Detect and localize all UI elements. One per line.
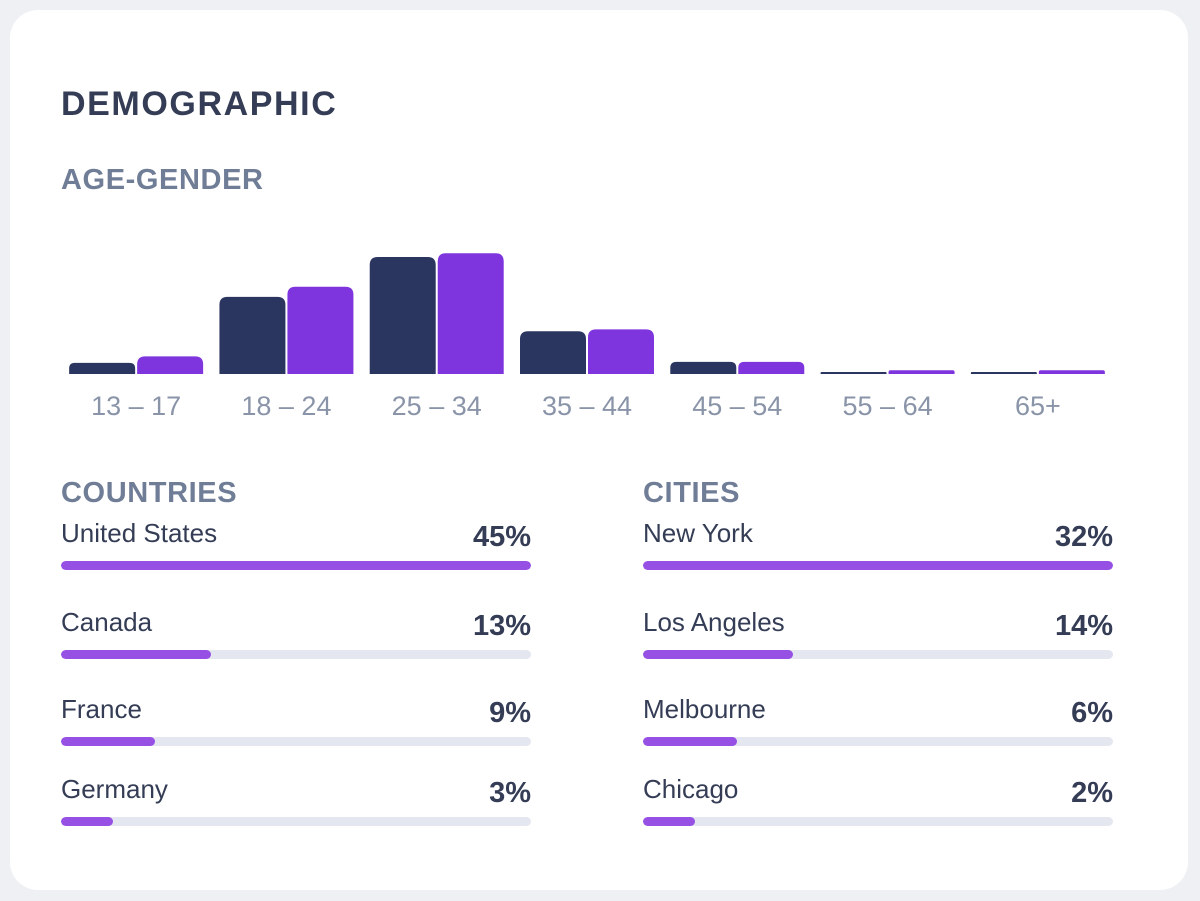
list-item: Canada 13% xyxy=(61,607,531,677)
item-label: Melbourne xyxy=(643,694,766,724)
age-bar-series-1 xyxy=(970,372,1037,374)
progress-track xyxy=(61,650,531,659)
age-bar-series-2 xyxy=(1038,370,1105,374)
item-percentage: 32% xyxy=(1054,521,1113,553)
age-bar-series-2 xyxy=(437,253,504,374)
progress-fill xyxy=(61,817,113,826)
item-label: Germany xyxy=(61,774,168,804)
progress-track xyxy=(61,817,531,826)
item-percentage: 14% xyxy=(1054,610,1113,642)
age-gender-title: AGE-GENDER xyxy=(61,164,264,196)
age-tick-label: 35 – 44 xyxy=(542,391,632,421)
progress-fill xyxy=(643,650,794,659)
item-label: Canada xyxy=(61,607,153,637)
age-tick-label: 55 – 64 xyxy=(843,391,933,421)
age-bar-series-1 xyxy=(670,361,737,374)
age-bar-series-1 xyxy=(820,372,887,374)
progress-track xyxy=(61,561,531,570)
progress-fill xyxy=(643,737,737,746)
progress-fill xyxy=(643,561,1113,570)
progress-fill xyxy=(61,737,155,746)
list-item: Germany 3% xyxy=(61,774,531,844)
item-label: New York xyxy=(643,518,753,548)
progress-track xyxy=(643,817,1113,826)
card-title: DEMOGRAPHIC xyxy=(61,85,338,123)
list-item: Los Angeles 14% xyxy=(643,607,1113,677)
item-label: United States xyxy=(61,518,218,548)
progress-track xyxy=(643,650,1113,659)
item-percentage: 45% xyxy=(472,521,531,553)
list-item: France 9% xyxy=(61,694,531,764)
item-percentage: 2% xyxy=(1071,777,1113,809)
age-bar-series-1 xyxy=(520,331,586,374)
age-tick-label: 18 – 24 xyxy=(241,391,331,421)
progress-track xyxy=(643,737,1113,746)
item-label: France xyxy=(61,694,142,724)
item-percentage: 3% xyxy=(489,777,531,809)
progress-track xyxy=(643,561,1113,570)
age-bar-series-2 xyxy=(888,370,955,374)
item-percentage: 13% xyxy=(472,610,531,642)
list-item: New York 32% xyxy=(643,518,1113,588)
age-bar-series-2 xyxy=(287,286,354,374)
age-tick-label: 45 – 54 xyxy=(692,391,782,421)
age-tick-label: 13 – 17 xyxy=(91,391,181,421)
progress-track xyxy=(61,737,531,746)
progress-fill xyxy=(61,650,212,659)
age-bar-series-2 xyxy=(137,356,204,374)
age-tick-label: 25 – 34 xyxy=(392,391,482,421)
age-bar-series-2 xyxy=(588,329,654,374)
age-bar-series-2 xyxy=(738,361,805,374)
age-gender-chart: 13 – 17 18 – 24 25 – 34 35 – 44 45 – 54 55 – … xyxy=(69,253,1105,421)
progress-fill xyxy=(643,817,695,826)
age-bar-series-1 xyxy=(219,296,286,374)
age-bar-series-1 xyxy=(369,257,436,374)
item-label: Los Angeles xyxy=(643,607,785,637)
countries-title: COUNTRIES xyxy=(61,477,238,509)
list-item: Chicago 2% xyxy=(643,774,1113,844)
age-bar-series-1 xyxy=(69,362,136,374)
progress-fill xyxy=(61,561,531,570)
item-percentage: 6% xyxy=(1071,697,1113,729)
item-label: Chicago xyxy=(643,774,739,804)
cities-title: CITIES xyxy=(643,477,741,509)
age-tick-label: 65+ xyxy=(1015,391,1061,421)
list-item: United States 45% xyxy=(61,518,531,588)
demographic-card: DEMOGRAPHIC AGE-GENDER 13 – 17 18 – 24 25 … xyxy=(10,10,1188,890)
item-percentage: 9% xyxy=(489,697,531,729)
list-item: Melbourne 6% xyxy=(643,694,1113,764)
